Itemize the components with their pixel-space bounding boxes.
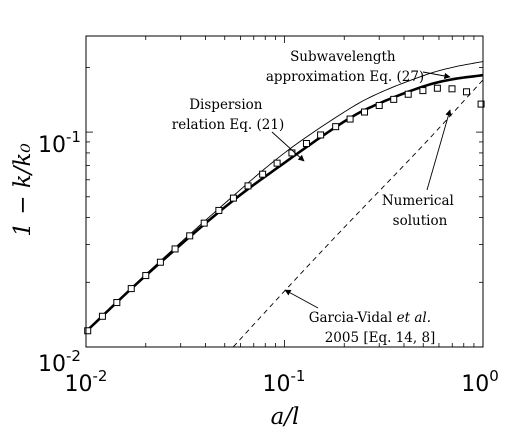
data-point-marker [127,285,135,293]
data-point-marker [215,206,223,214]
data-point-marker [288,149,296,157]
data-point-marker [98,312,106,320]
annotation-garcia-vidal: Garcia-Vidal et al. 2005 [Eq. 14, 8] [309,310,436,346]
data-point-marker [332,123,340,131]
data-point-marker [229,194,237,202]
data-point-marker [302,140,310,147]
ticks-layer [85,36,484,348]
data-point-marker [186,232,194,240]
series-line-thin-solid [86,61,483,332]
series-line-dashed [232,79,483,347]
y-tick-label: 10-1 [38,128,81,158]
data-point-marker [317,131,325,139]
data-point-marker [375,101,383,109]
annotation-subwavelength: Subwavelength approximation Eq. (27) [266,49,424,85]
data-point-marker [433,84,441,92]
y-axis-label: 1 − k/k₀ [10,143,36,236]
y-tick-label: 10-2 [38,347,81,377]
data-point-marker [463,88,471,96]
data-point-marker [156,258,164,266]
data-point-marker [259,170,267,178]
series-line-thick-solid [86,73,483,333]
data-point-marker [346,115,354,123]
data-point-marker [361,108,369,116]
data-point-marker [113,299,121,307]
annotation-dispersion: Dispersion relation Eq. (21) [172,97,284,133]
annotation-arrow [426,109,452,191]
data-point-marker [448,85,456,93]
x-tick-label: 100 [461,367,499,397]
data-point-marker [142,272,150,280]
x-axis-label: a/l [271,404,300,430]
markers-layer [84,84,485,335]
x-tick-label: 10-2 [65,367,108,397]
series-layer [86,61,483,347]
data-point-marker [404,90,412,98]
data-point-marker [200,219,208,227]
x-tick-label: 10-1 [263,367,306,397]
data-point-marker [273,159,281,167]
data-point-marker [244,182,252,190]
data-point-marker [84,327,92,335]
annotation-arrow [284,289,319,309]
annotation-arrow [271,131,305,162]
data-point-marker [419,87,427,95]
annotation-numerical: Numerical solution [382,193,458,229]
data-point-marker [390,95,398,103]
annotation-arrow [422,71,451,80]
data-point-marker [477,100,485,108]
data-point-marker [171,245,179,253]
